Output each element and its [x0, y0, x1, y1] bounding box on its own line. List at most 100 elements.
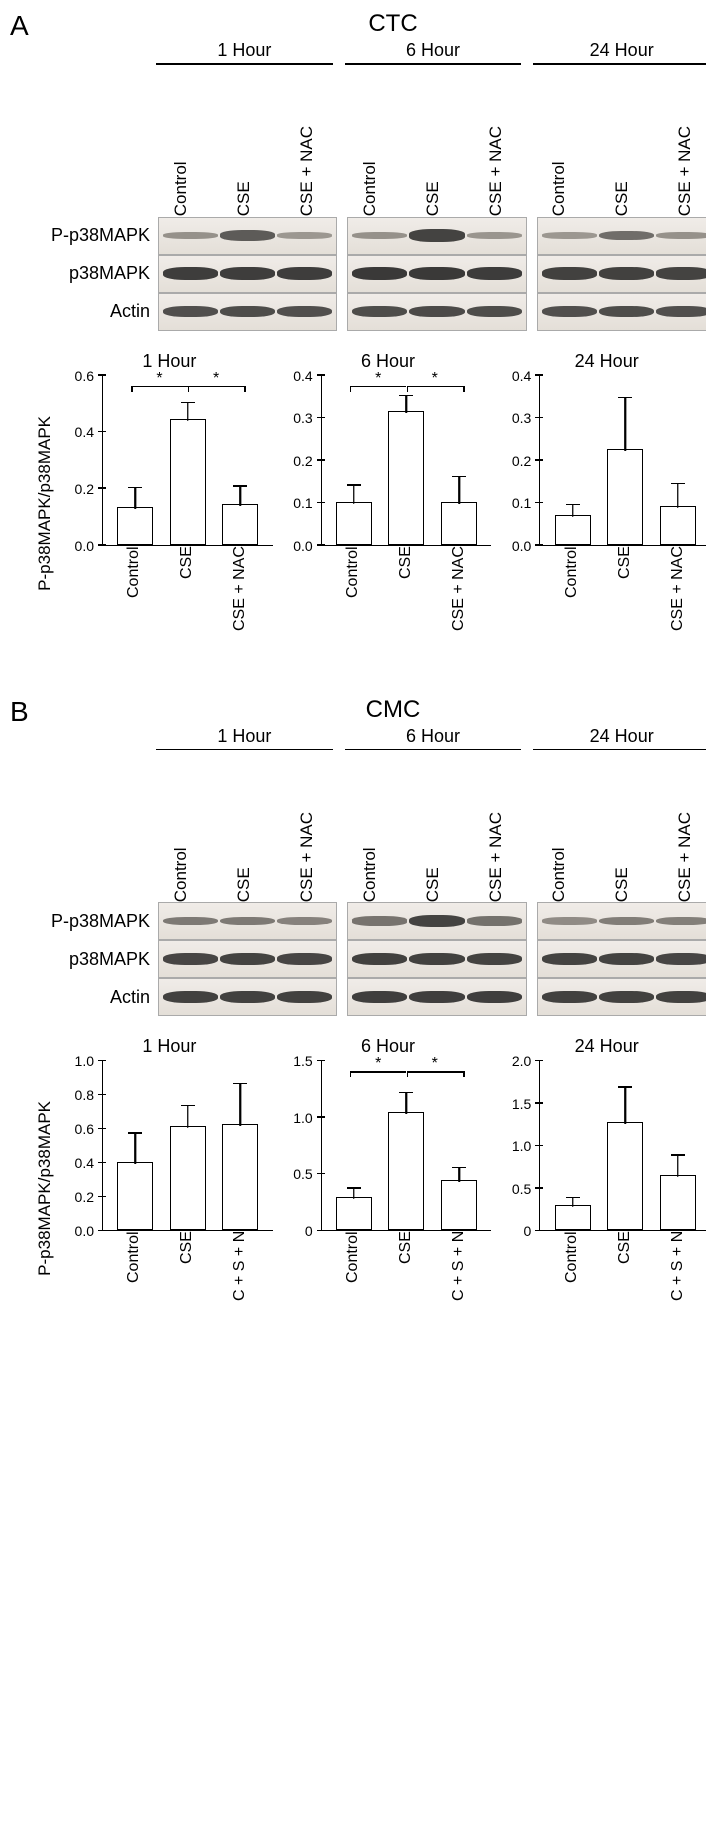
error-bar-cap: [181, 1105, 195, 1107]
lane-label: Control: [360, 808, 380, 902]
blot-strip: [158, 902, 337, 940]
blot-band: [656, 267, 706, 279]
error-bar-cap: [452, 1167, 466, 1169]
blot-band: [220, 917, 275, 926]
blot-strip: [537, 293, 706, 331]
y-axis: 0.00.10.20.30.4: [285, 376, 322, 546]
bar: [388, 411, 424, 545]
panel-letter: A: [10, 10, 29, 42]
blot-band: [409, 267, 464, 280]
blot-band: [277, 991, 332, 1004]
error-bar-stem: [135, 1132, 137, 1163]
plot-area: [540, 1061, 706, 1231]
panel-header: B CMC: [10, 696, 706, 726]
lane-label: CSE: [423, 808, 443, 902]
blot-band: [352, 267, 407, 280]
chart-title: 1 Hour: [66, 1036, 273, 1057]
time-group-label: 6 Hour: [339, 726, 528, 753]
significance-tick: [463, 1071, 465, 1077]
bar: [660, 1175, 696, 1230]
bar: [388, 1112, 424, 1230]
y-tick-label: 0.4: [512, 368, 531, 384]
panel-A: A CTC 1 Hour6 Hour24 HourControlCSECSE +…: [10, 10, 706, 656]
chart-title: 1 Hour: [66, 351, 273, 372]
lane-label: Control: [360, 122, 380, 216]
blot-row-label: p38MAPK: [10, 949, 158, 970]
blot-row-label: p38MAPK: [10, 263, 158, 284]
x-axis-labels: ControlCSECSE + NAC: [539, 546, 706, 656]
blot-strip: [347, 940, 526, 978]
y-tick-label: 0.2: [512, 453, 531, 469]
charts-row: P-p38MAPK/p38MAPK 1 Hour 0.00.20.40.60.8…: [30, 1036, 706, 1341]
lane-group: Control CSE CSE + NAC: [339, 122, 528, 216]
lane-group: ControlCSECSE + NAC: [150, 122, 339, 216]
y-axis: 0.00.20.40.6: [66, 376, 103, 546]
blot-strip: [158, 217, 337, 255]
chart-title: 6 Hour: [285, 1036, 492, 1057]
error-bar-stem: [572, 504, 574, 516]
error-bar-cap: [566, 1197, 580, 1199]
y-tick-label: 0.1: [293, 495, 312, 511]
blot-strip: [537, 217, 706, 255]
plot-area: [103, 1061, 273, 1231]
x-axis-label: C + S + N: [450, 1231, 468, 1341]
bar: [170, 419, 206, 544]
chart-body: 0.00.20.40.6**: [66, 376, 273, 546]
panel-title: CMC: [70, 696, 706, 724]
lane-label: CSE: [423, 122, 443, 216]
y-axis-label: P-p38MAPK/p38MAPK: [35, 416, 55, 591]
blot-row-label: P-p38MAPK: [10, 225, 158, 246]
y-tick-label: 0: [524, 1223, 532, 1239]
bar: [170, 1126, 206, 1230]
blot-strip: [347, 217, 526, 255]
blot-row: P-p38MAPK: [10, 902, 706, 940]
error-bar-cap: [618, 1086, 632, 1088]
x-axis-labels: ControlCSECSE + NAC: [321, 546, 492, 656]
bar-chart: 24 Hour 0.00.10.20.30.4 ControlCSECSE + …: [497, 351, 706, 656]
bar: [117, 507, 153, 544]
bar: [607, 449, 643, 545]
blot-strip: [537, 902, 706, 940]
panel-header: A CTC: [10, 10, 706, 40]
significance-tick: [463, 386, 465, 392]
chart-title: 6 Hour: [285, 351, 492, 372]
lane-label: Control: [171, 808, 191, 902]
lane-label: CSE + NAC: [675, 808, 695, 902]
y-tick-label: 0.2: [293, 453, 312, 469]
y-axis-label-container: P-p38MAPK/p38MAPK: [30, 1036, 60, 1341]
blot-strip: [347, 978, 526, 1016]
lane-label: CSE: [612, 122, 632, 216]
blot-band: [163, 267, 218, 280]
bar-chart: 24 Hour 00.51.01.52.0 ControlCSEC + S + …: [497, 1036, 706, 1341]
blot-band: [467, 916, 522, 925]
panel-letter: B: [10, 696, 29, 728]
error-bar-cap: [181, 402, 195, 404]
x-axis-labels: ControlCSECSE + NAC: [102, 546, 273, 656]
error-bar-cap: [233, 1083, 247, 1085]
significance-star: *: [213, 370, 219, 388]
y-axis: 00.51.01.52.0: [503, 1061, 540, 1231]
lane-labels-row: ControlCSECSE + NACControlCSECSE + NACCo…: [150, 752, 706, 902]
lane-group: ControlCSECSE + NAC: [527, 808, 706, 902]
blot-band: [542, 991, 597, 1004]
error-bar-cap: [128, 1132, 142, 1134]
time-group-label: 1 Hour: [150, 726, 339, 753]
x-axis-label: Control: [563, 546, 581, 656]
panel-title: CTC: [70, 10, 706, 38]
y-tick-label: 0.0: [293, 538, 312, 554]
blot-band: [352, 232, 407, 239]
error-bar-cap: [347, 484, 361, 486]
lane-label: CSE + NAC: [675, 122, 695, 216]
lane-label: CSE + NAC: [486, 122, 506, 216]
blot-band: [277, 306, 332, 318]
chart-body: 0.00.20.40.60.81.0: [66, 1061, 273, 1231]
blot-band: [599, 917, 654, 926]
blot-row: p38MAPK: [10, 940, 706, 978]
bar-chart: 6 Hour 00.51.01.5** ControlCSEC + S + N: [279, 1036, 498, 1341]
bar: [336, 502, 372, 544]
blot-band: [599, 953, 654, 965]
blot-row: Actin: [10, 978, 706, 1016]
y-tick-label: 0.3: [293, 410, 312, 426]
bar: [555, 1205, 591, 1230]
blot-band: [352, 953, 407, 966]
